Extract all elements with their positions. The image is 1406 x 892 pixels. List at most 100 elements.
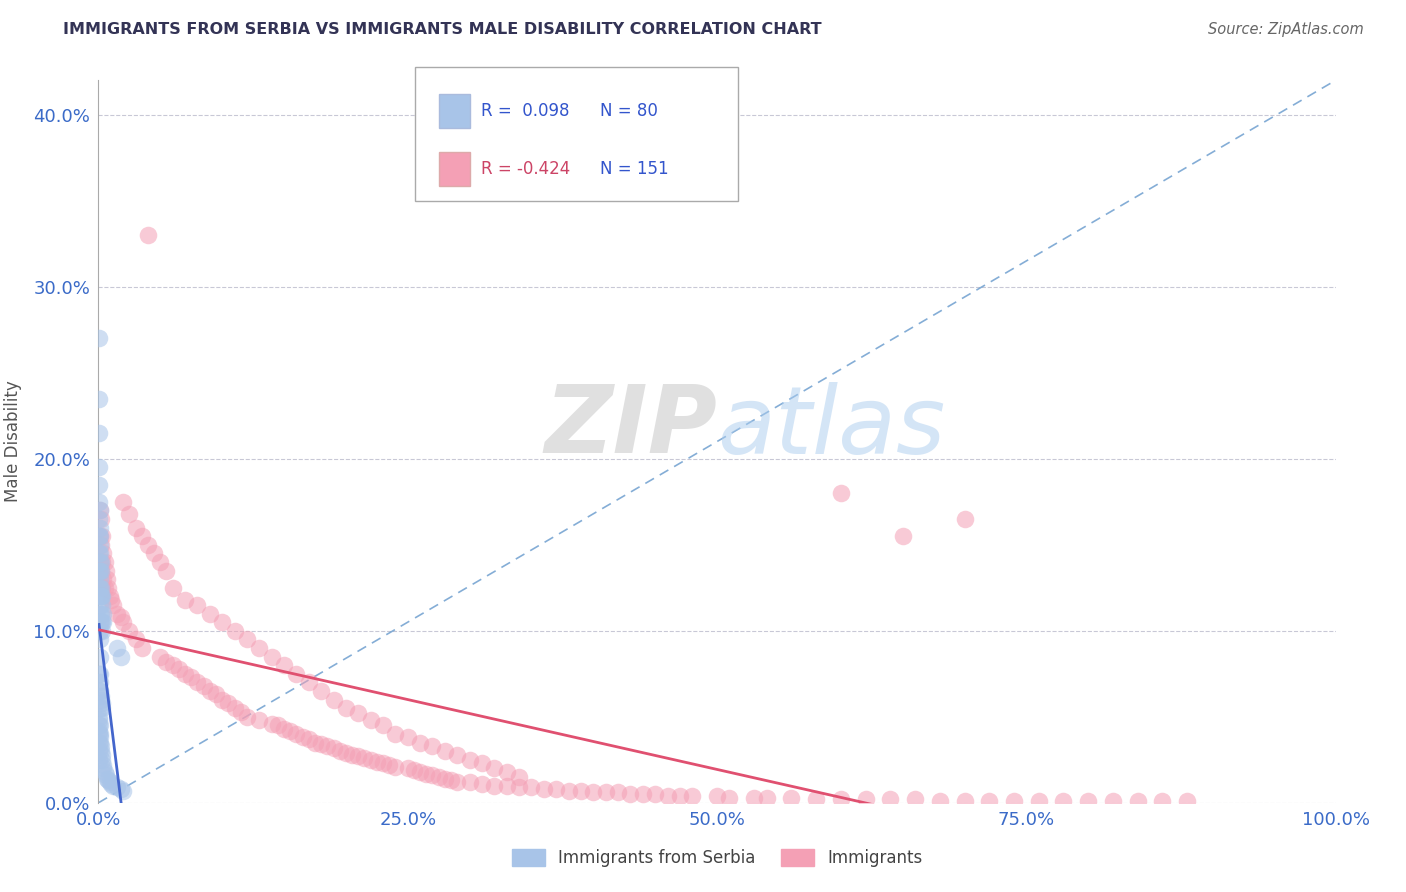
Point [904, 792, 927, 806]
Point [508, 770, 530, 784]
Point [322, 692, 344, 706]
Point [198, 684, 221, 698]
Point [91, 624, 114, 638]
Point [285, 666, 308, 681]
Point [90, 696, 112, 710]
Point [93, 615, 115, 630]
Point [1152, 794, 1174, 808]
Point [316, 739, 339, 753]
Point [89, 615, 111, 630]
Point [557, 784, 579, 798]
Point [402, 763, 425, 777]
Point [309, 684, 332, 698]
Point [384, 760, 406, 774]
Point [89, 529, 111, 543]
Point [155, 655, 177, 669]
Point [706, 789, 728, 803]
Point [89, 675, 111, 690]
Point [446, 747, 468, 762]
Point [124, 520, 146, 534]
Point [780, 790, 803, 805]
Point [162, 658, 184, 673]
Point [360, 753, 382, 767]
Point [97, 773, 120, 788]
Point [371, 718, 394, 732]
Point [224, 701, 246, 715]
Point [360, 713, 382, 727]
Text: IMMIGRANTS FROM SERBIA VS IMMIGRANTS MALE DISABILITY CORRELATION CHART: IMMIGRANTS FROM SERBIA VS IMMIGRANTS MAL… [63, 22, 823, 37]
Point [91, 529, 114, 543]
Point [110, 610, 132, 624]
Point [198, 607, 221, 621]
Point [89, 520, 111, 534]
Point [495, 779, 517, 793]
Point [112, 494, 135, 508]
Point [93, 546, 115, 560]
Point [90, 590, 112, 604]
Point [433, 772, 456, 786]
Point [89, 581, 111, 595]
Point [89, 590, 111, 604]
Point [830, 792, 852, 806]
Point [93, 581, 115, 595]
Point [224, 624, 246, 638]
Point [96, 572, 118, 586]
Point [619, 787, 641, 801]
Point [236, 632, 259, 647]
Point [631, 787, 654, 801]
Text: ZIP: ZIP [544, 381, 717, 473]
Point [879, 792, 901, 806]
Point [87, 564, 110, 578]
Point [304, 735, 326, 749]
Point [94, 564, 117, 578]
Point [87, 718, 110, 732]
Point [186, 675, 208, 690]
Point [136, 538, 159, 552]
Point [93, 572, 115, 586]
Point [89, 555, 111, 569]
Point [89, 701, 111, 715]
Point [94, 768, 117, 782]
Point [89, 684, 111, 698]
Point [98, 590, 121, 604]
Point [93, 555, 115, 569]
Point [112, 784, 135, 798]
Point [298, 732, 321, 747]
Point [89, 546, 111, 560]
Point [446, 775, 468, 789]
Point [495, 764, 517, 779]
Point [90, 564, 112, 578]
Point [162, 581, 184, 595]
Text: N = 80: N = 80 [600, 103, 658, 120]
Point [149, 649, 172, 664]
Point [458, 775, 481, 789]
Point [110, 782, 132, 797]
Point [804, 792, 827, 806]
Point [89, 572, 111, 586]
Point [91, 753, 114, 767]
Point [211, 615, 233, 630]
Point [657, 789, 679, 803]
Point [89, 477, 111, 491]
Point [91, 555, 114, 569]
Point [89, 503, 111, 517]
Point [118, 624, 141, 638]
Point [520, 780, 543, 795]
Point [422, 768, 444, 782]
Point [247, 713, 270, 727]
Point [546, 782, 568, 797]
Point [91, 758, 114, 772]
Point [396, 731, 419, 745]
Point [409, 764, 432, 779]
Point [273, 722, 295, 736]
Point [347, 749, 370, 764]
Point [891, 529, 914, 543]
Point [90, 590, 112, 604]
Point [681, 789, 703, 803]
Point [90, 564, 112, 578]
Point [278, 723, 301, 738]
Point [298, 675, 321, 690]
Point [211, 692, 233, 706]
Point [91, 701, 114, 715]
Point [371, 756, 394, 771]
